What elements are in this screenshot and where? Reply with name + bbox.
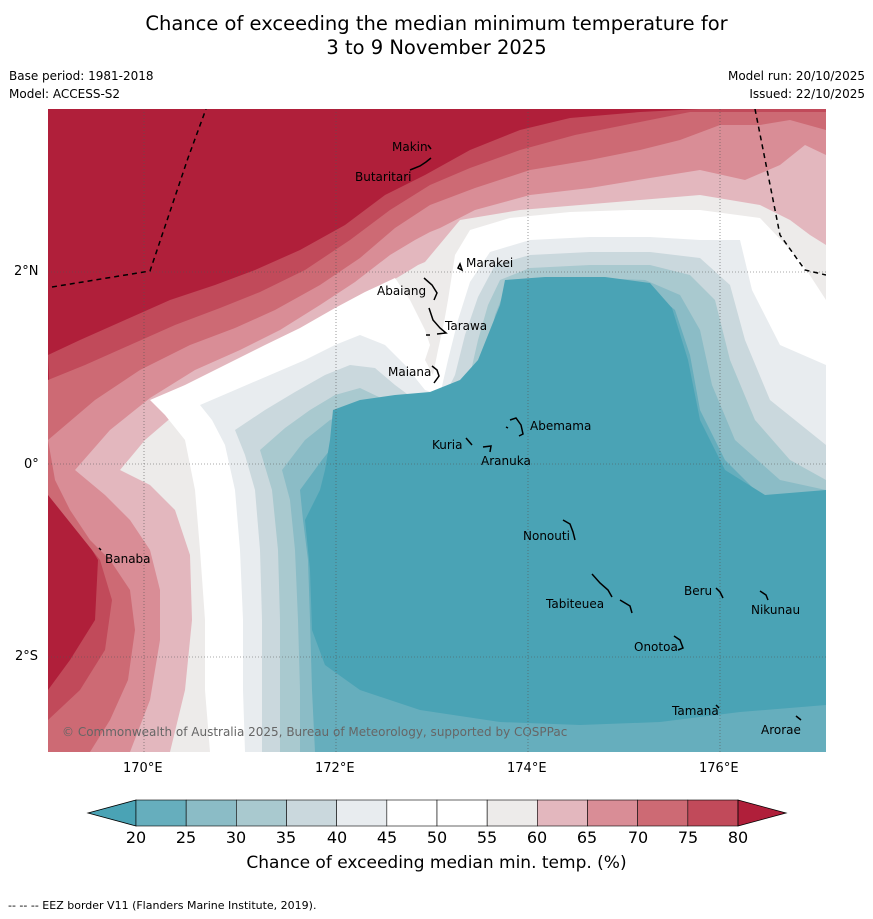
x-tick-label: 170°E (123, 761, 163, 776)
island-onotoa (673, 635, 684, 651)
colorbar-box (486, 799, 538, 827)
place-label: Kuria (432, 438, 463, 452)
place-label: Banaba (105, 552, 151, 566)
colorbar-box (436, 799, 488, 827)
chart-title: Chance of exceeding the median minimum t… (0, 12, 873, 60)
place-label: Beru (684, 584, 712, 598)
island-abaiang (423, 277, 438, 301)
colorbar-tick: 65 (576, 828, 598, 847)
x-tick-label: 176°E (699, 761, 739, 776)
place-label: Abaiang (377, 284, 426, 298)
place-label: Maiana (388, 365, 431, 379)
eez-border (51, 109, 826, 288)
colorbar-high-extend (737, 799, 788, 827)
x-tick-label: 174°E (507, 761, 547, 776)
model-name: Model: ACCESS-S2 (9, 87, 121, 101)
place-label: Makin (392, 140, 428, 154)
island-abemama (505, 417, 524, 437)
place-label: Marakei (466, 256, 513, 270)
colorbar-tick: 75 (677, 828, 699, 847)
island-kuria (465, 437, 473, 446)
colorbar-tick: 55 (476, 828, 498, 847)
place-label: Tabiteuea (545, 597, 604, 611)
colorbar-tick: 25 (175, 828, 197, 847)
colorbar-box (637, 799, 689, 827)
colorbar-label: Chance of exceeding median min. temp. (%… (246, 853, 627, 873)
place-label: Nikunau (751, 603, 800, 617)
colorbar-box (587, 799, 638, 827)
band-below-20 (305, 277, 826, 725)
island-tamana (715, 704, 720, 709)
colorbar-box (687, 799, 739, 827)
colorbar-tick: 45 (376, 828, 398, 847)
graticule (48, 109, 826, 752)
colorbar-box (236, 799, 287, 827)
meta-left: Base period: 1981-2018 Model: ACCESS-S2 (9, 67, 154, 103)
meta-right: Model run: 20/10/2025 Issued: 22/10/2025 (728, 67, 865, 103)
base-period: Base period: 1981-2018 (9, 69, 154, 83)
y-tick-label: 2°S (15, 649, 39, 664)
place-label: Nonouti (523, 529, 570, 543)
place-label: Tamana (671, 704, 719, 718)
island-arorae (795, 715, 802, 721)
island-makin-butaritari (409, 144, 432, 171)
y-tick-label: 2°N (14, 264, 39, 279)
place-label: Butaritari (355, 170, 412, 184)
title-line-1: Chance of exceeding the median minimum t… (145, 12, 728, 35)
probability-field: Makin Butaritari Marakei Abaiang Tarawa … (48, 109, 826, 752)
island-beru (715, 587, 724, 599)
colorbar-tick: 20 (125, 828, 147, 847)
islands (98, 144, 802, 721)
place-label: Aranuka (481, 454, 531, 468)
eez-footnote: -- -- -- EEZ border V11 (Flanders Marine… (8, 899, 317, 912)
island-banaba (98, 547, 102, 551)
issued-date: Issued: 22/10/2025 (749, 87, 865, 101)
island-tabiteuea (591, 573, 633, 614)
island-tarawa (426, 307, 448, 336)
colorbar-tick: 30 (225, 828, 247, 847)
island-nikunau (759, 590, 769, 601)
place-label: Arorae (761, 723, 801, 737)
x-tick-label: 172°E (315, 761, 355, 776)
colorbar-tick: 35 (275, 828, 297, 847)
colorbar-low-extend (86, 799, 137, 827)
island-nonouti (562, 519, 576, 541)
y-tick-label: 0° (24, 457, 39, 472)
colorbar-box (135, 799, 187, 827)
colorbar-boxes (135, 799, 739, 827)
colorbar-box (185, 799, 237, 827)
island-marakei (456, 262, 464, 272)
colorbar-box (386, 799, 438, 827)
island-maiana (431, 365, 440, 384)
place-label: Abemama (530, 419, 591, 433)
colorbar-tick: 80 (727, 828, 749, 847)
colorbar-tick: 60 (526, 828, 548, 847)
island-aranuka (482, 445, 492, 453)
model-run: Model run: 20/10/2025 (727, 69, 865, 83)
copyright-text: © Commonwealth of Australia 2025, Bureau… (62, 725, 567, 739)
colorbar (86, 799, 788, 827)
colorbar-tick: 50 (426, 828, 448, 847)
colorbar-box (537, 799, 588, 827)
colorbar-box (286, 799, 337, 827)
colorbar-tick: 40 (326, 828, 348, 847)
colorbar-tick: 70 (627, 828, 649, 847)
place-label: Onotoa (634, 640, 678, 654)
colorbar-box (336, 799, 388, 827)
title-line-2: 3 to 9 November 2025 (326, 36, 547, 59)
place-label: Tarawa (444, 319, 487, 333)
